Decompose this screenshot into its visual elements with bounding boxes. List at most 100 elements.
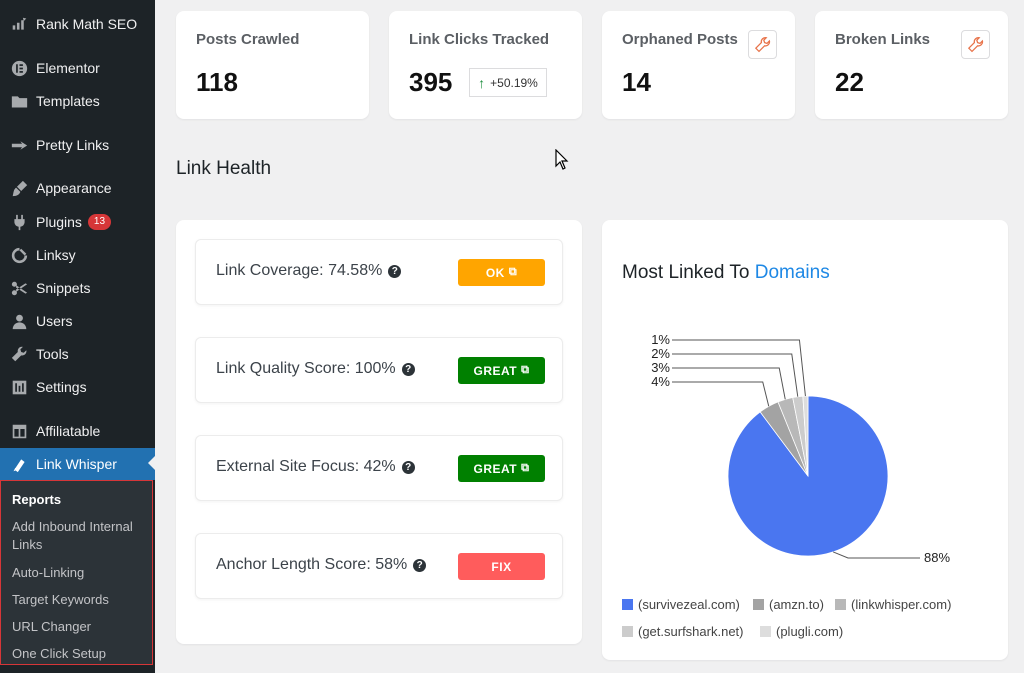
paintbrush-icon bbox=[9, 178, 29, 198]
submenu-one-click-setup[interactable]: One Click Setup bbox=[12, 646, 106, 661]
chart-title: Most Linked To Domains bbox=[622, 262, 830, 284]
health-label-text: Link Coverage: 74.58% bbox=[216, 262, 383, 279]
link-whisper-submenu: Reports Add Inbound Internal Links Auto-… bbox=[0, 480, 153, 665]
pie-leader-line bbox=[833, 551, 920, 559]
elementor-icon bbox=[9, 58, 29, 78]
sidebar-item-appearance[interactable]: Appearance bbox=[0, 173, 155, 203]
fix-orphaned-button[interactable] bbox=[748, 30, 777, 59]
stat-card-link-clicks: Link Clicks Tracked 395 ↑ +50.19% bbox=[389, 11, 582, 119]
stat-card-orphaned-posts: Orphaned Posts 14 bbox=[602, 11, 795, 119]
sidebar-item-pretty-links[interactable]: Pretty Links bbox=[0, 130, 155, 160]
sidebar-item-label: Linksy bbox=[36, 247, 76, 263]
health-label-text: Link Quality Score: 100% bbox=[216, 360, 396, 377]
sidebar-item-label: Link Whisper bbox=[36, 456, 117, 472]
sidebar-item-label: Rank Math SEO bbox=[36, 16, 138, 32]
status-label: FIX bbox=[491, 559, 512, 574]
sidebar-item-affiliatable[interactable]: Affiliatable bbox=[0, 416, 155, 446]
sidebar-item-tools[interactable]: Tools bbox=[0, 339, 155, 369]
health-label: Link Quality Score: 100%? bbox=[216, 360, 415, 378]
sidebar-item-label: Users bbox=[36, 313, 73, 329]
health-label: Link Coverage: 74.58%? bbox=[216, 262, 402, 280]
sidebar-item-rank-math[interactable]: Rank Math SEO bbox=[0, 9, 155, 39]
legend-label: (survivezeal.com) bbox=[638, 597, 740, 612]
legend-item[interactable]: (survivezeal.com) bbox=[622, 597, 740, 612]
link-whisper-icon bbox=[9, 454, 29, 474]
submenu-target-keywords[interactable]: Target Keywords bbox=[12, 592, 109, 607]
sidebar-item-users[interactable]: Users bbox=[0, 306, 155, 336]
sidebar-item-label: Snippets bbox=[36, 280, 91, 296]
status-button-great[interactable]: GREAT ⧉ bbox=[458, 357, 545, 384]
legend-swatch bbox=[622, 626, 633, 637]
active-arrow bbox=[148, 456, 155, 470]
submenu-url-changer[interactable]: URL Changer bbox=[12, 619, 92, 634]
mouse-cursor-icon bbox=[555, 149, 569, 170]
status-button-ok[interactable]: OK ⧉ bbox=[458, 259, 545, 286]
scissors-icon bbox=[9, 278, 29, 298]
help-icon[interactable]: ? bbox=[413, 559, 427, 572]
wrench-icon bbox=[9, 344, 29, 364]
submenu-auto-linking[interactable]: Auto-Linking bbox=[12, 565, 85, 580]
chart-title-prefix: Most Linked To bbox=[622, 262, 750, 283]
sidebar-item-templates[interactable]: Templates bbox=[0, 86, 155, 116]
stat-title: Orphaned Posts bbox=[622, 31, 738, 48]
status-button-fix[interactable]: FIX bbox=[458, 553, 545, 580]
legend-swatch bbox=[753, 599, 764, 610]
sidebar-item-label: Elementor bbox=[36, 60, 100, 76]
pie-leader-line bbox=[672, 367, 786, 400]
pie-data-label: 4% bbox=[651, 374, 670, 389]
status-label: OK bbox=[485, 265, 505, 280]
legend-item[interactable]: (get.surfshark.net) bbox=[622, 624, 744, 639]
status-label: GREAT bbox=[473, 461, 518, 476]
health-row-external-focus: External Site Focus: 42%? GREAT ⧉ bbox=[195, 435, 563, 501]
pie-leader-line bbox=[672, 339, 806, 397]
legend-item[interactable]: (linkwhisper.com) bbox=[835, 597, 951, 612]
sidebar-item-elementor[interactable]: Elementor bbox=[0, 53, 155, 83]
domains-pie-chart: 88% 4%3%2%1% bbox=[651, 332, 950, 565]
wrench-icon bbox=[967, 36, 983, 52]
delta-value: +50.19% bbox=[490, 75, 538, 90]
sidebar-item-linksy[interactable]: Linksy bbox=[0, 240, 155, 270]
submenu-add-inbound-links[interactable]: Add Inbound Internal Links bbox=[12, 519, 133, 552]
pie-data-label: 1% bbox=[651, 332, 670, 347]
stat-card-posts-crawled: Posts Crawled 118 bbox=[176, 11, 369, 119]
sidebar-item-snippets[interactable]: Snippets bbox=[0, 273, 155, 303]
legend-label: (linkwhisper.com) bbox=[851, 597, 952, 612]
legend-item[interactable]: (plugli.com) bbox=[760, 624, 843, 639]
health-label: External Site Focus: 42%? bbox=[216, 458, 415, 476]
sidebar-item-plugins[interactable]: Plugins 13 bbox=[0, 207, 155, 237]
legend-item[interactable]: (amzn.to) bbox=[753, 597, 824, 612]
health-row-link-coverage: Link Coverage: 74.58%? OK ⧉ bbox=[195, 239, 563, 305]
sidebar-item-label: Templates bbox=[36, 93, 100, 109]
admin-sidebar: Rank Math SEO Elementor Templates Pretty… bbox=[0, 0, 155, 673]
fix-broken-links-button[interactable] bbox=[961, 30, 990, 59]
section-title-link-health: Link Health bbox=[176, 158, 272, 179]
domains-chart-panel: Most Linked To Domains 88% 4% 3% 2% 1% (surv… bbox=[602, 220, 1008, 660]
legend-label: (get.surfshark.net) bbox=[638, 624, 744, 639]
health-row-anchor-length: Anchor Length Score: 58%? FIX bbox=[195, 533, 563, 599]
pie-data-label: 88% bbox=[924, 550, 950, 565]
stat-value: 22 bbox=[835, 67, 864, 97]
sidebar-item-settings[interactable]: Settings bbox=[0, 372, 155, 402]
help-icon[interactable]: ? bbox=[401, 363, 415, 376]
health-row-link-quality: Link Quality Score: 100%? GREAT ⧉ bbox=[195, 337, 563, 403]
stat-title: Link Clicks Tracked bbox=[409, 31, 550, 48]
sidebar-item-link-whisper[interactable]: Link Whisper bbox=[0, 448, 155, 480]
help-icon[interactable]: ? bbox=[388, 265, 402, 278]
status-label: GREAT bbox=[473, 363, 518, 378]
sidebar-item-label: Plugins bbox=[36, 214, 82, 230]
chart-title-highlight: Domains bbox=[754, 262, 830, 283]
stat-card-broken-links: Broken Links 22 bbox=[815, 11, 1008, 119]
stat-value: 118 bbox=[196, 67, 238, 97]
submenu-reports[interactable]: Reports bbox=[12, 492, 62, 507]
pie-data-label: 3% bbox=[651, 360, 670, 375]
settings-icon bbox=[9, 377, 29, 397]
sidebar-item-label: Tools bbox=[36, 346, 69, 362]
stat-title: Broken Links bbox=[835, 31, 931, 48]
status-button-great[interactable]: GREAT ⧉ bbox=[458, 455, 545, 482]
sidebar-item-label: Appearance bbox=[36, 180, 112, 196]
health-label-text: Anchor Length Score: 58% bbox=[216, 556, 408, 573]
help-icon[interactable]: ? bbox=[401, 461, 415, 474]
health-label-text: External Site Focus: 42% bbox=[216, 458, 396, 475]
pie-leader-line bbox=[672, 381, 770, 407]
sidebar-item-label: Affiliatable bbox=[36, 423, 101, 439]
